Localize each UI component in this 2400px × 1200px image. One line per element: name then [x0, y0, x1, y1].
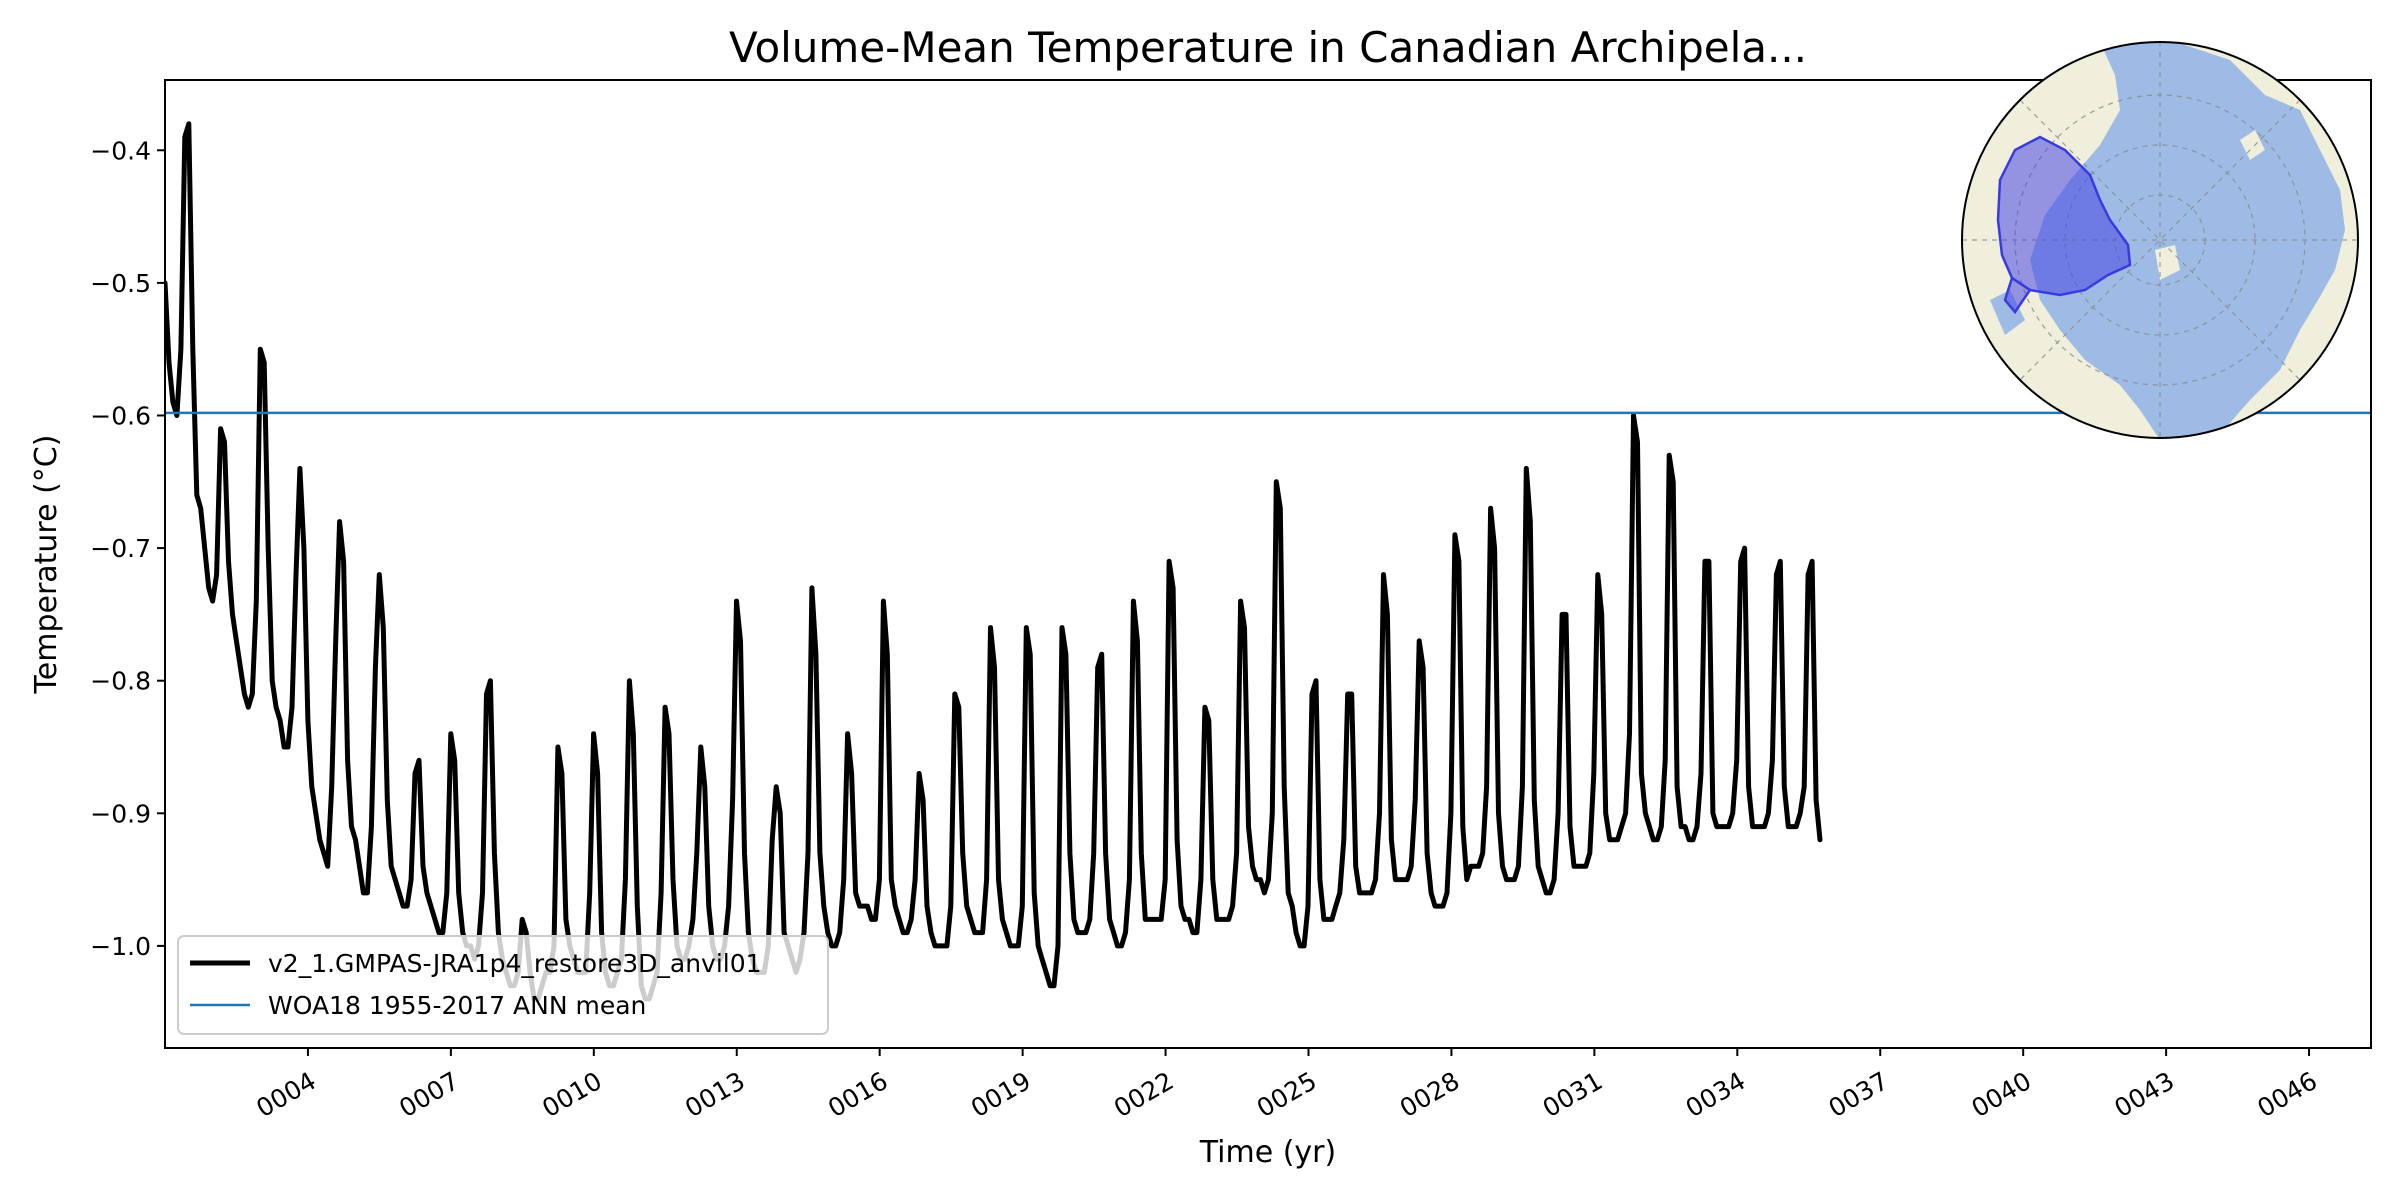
series-line-model	[165, 121, 1823, 1002]
x-tick-label: 0031	[1538, 1066, 1608, 1123]
x-tick-label: 0013	[680, 1066, 750, 1123]
x-axis: 0004 0007 0010 0013 0016 0019 0022 0025 0028 0031…	[251, 1048, 2322, 1123]
chart-title: Volume-Mean Temperature in Canadian Arch…	[729, 23, 1807, 72]
map-border	[1961, 41, 2359, 439]
y-axis-label: Temperature (°C)	[29, 435, 64, 695]
x-axis-label: Time (yr)	[1199, 1135, 1336, 1170]
legend-label-model: v2_1.GMPAS-JRA1p4_restore3D_anvil01	[268, 949, 762, 978]
x-tick-label: 0040	[1967, 1066, 2037, 1123]
map-ocean	[2030, 42, 2345, 438]
legend: v2_1.GMPAS-JRA1p4_restore3D_anvil01 WOA1…	[177, 935, 829, 1035]
x-tick-label: 0004	[251, 1066, 321, 1123]
map-island	[2155, 245, 2180, 280]
y-axis: −1.0 −0.9 −0.8 −0.7 −0.6 −0.5 −0.4	[90, 136, 165, 961]
y-tick-label: −0.8	[90, 667, 151, 696]
y-tick-label: −0.9	[90, 799, 151, 828]
x-tick-label: 0028	[1395, 1066, 1465, 1123]
canadian-archipelago-channel	[2003, 276, 2032, 315]
x-tick-label: 0037	[1824, 1066, 1894, 1123]
x-tick-label: 0025	[1252, 1066, 1322, 1123]
axes-frame	[164, 79, 2372, 1049]
x-tick-label: 0043	[2110, 1066, 2180, 1123]
x-tick-label: 0046	[2252, 1066, 2322, 1123]
y-tick-label: −0.7	[90, 534, 151, 563]
map-ocean	[1990, 290, 2025, 335]
x-tick-label: 0019	[966, 1066, 1036, 1123]
x-tick-label: 0016	[823, 1066, 893, 1123]
legend-label-obs: WOA18 1955-2017 ANN mean	[268, 991, 646, 1020]
y-tick-label: −0.4	[90, 136, 151, 165]
canadian-archipelago-region	[1996, 135, 2132, 297]
x-tick-label: 0022	[1109, 1066, 1179, 1123]
x-tick-label: 0007	[394, 1066, 464, 1123]
y-tick-label: −0.6	[90, 401, 151, 430]
y-tick-label: −0.5	[90, 269, 151, 298]
y-tick-label: −1.0	[90, 932, 151, 961]
map-island	[2240, 130, 2265, 160]
arctic-polar-region-map	[1961, 41, 2359, 439]
x-tick-label: 0010	[537, 1066, 607, 1123]
x-tick-label: 0034	[1681, 1066, 1751, 1123]
legend-box	[177, 935, 829, 1035]
